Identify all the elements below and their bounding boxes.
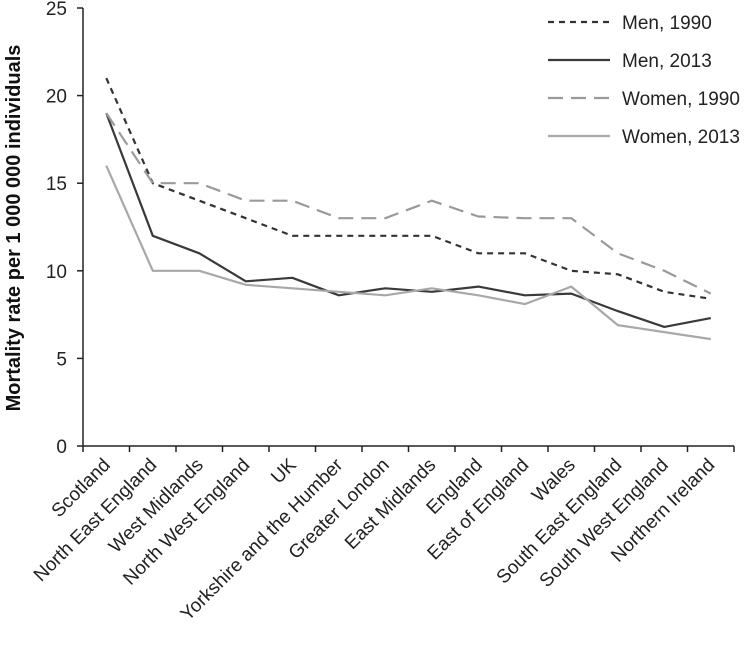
series-line-women-2013 <box>105 165 711 341</box>
legend-label: Women, 1990 <box>622 89 740 110</box>
legend-label: Women, 2013 <box>622 127 740 148</box>
legend-label: Men, 2013 <box>622 51 712 72</box>
y-tick-label: 0 <box>56 437 67 458</box>
series-line-men-2013 <box>105 112 712 328</box>
x-tick-label: UK <box>267 454 301 488</box>
y-axis-title: Mortality rate per 1 000 000 individuals <box>3 45 25 412</box>
y-tick-label: 20 <box>46 87 67 108</box>
legend-label: Men, 1990 <box>622 13 712 34</box>
series-line-women-1990 <box>105 112 712 295</box>
series-lines <box>105 77 712 341</box>
y-tick-label: 5 <box>56 349 67 370</box>
y-tick-label: 15 <box>46 174 67 195</box>
series-line-men-1990 <box>105 77 711 300</box>
y-tick-label: 10 <box>46 262 67 283</box>
y-tick-label: 25 <box>46 0 67 20</box>
legend: Men, 1990 Men, 2013 Women, 1990 Women, 2013 <box>548 13 740 148</box>
